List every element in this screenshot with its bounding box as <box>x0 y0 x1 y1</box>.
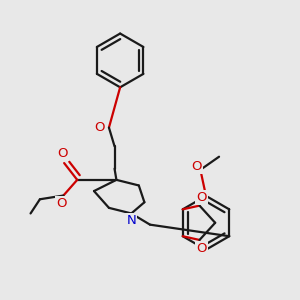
Text: N: N <box>127 214 136 227</box>
Text: O: O <box>196 191 207 204</box>
Text: O: O <box>191 160 202 172</box>
Text: O: O <box>94 121 105 134</box>
Text: O: O <box>57 147 68 160</box>
Text: O: O <box>56 197 67 210</box>
Text: O: O <box>196 242 207 255</box>
